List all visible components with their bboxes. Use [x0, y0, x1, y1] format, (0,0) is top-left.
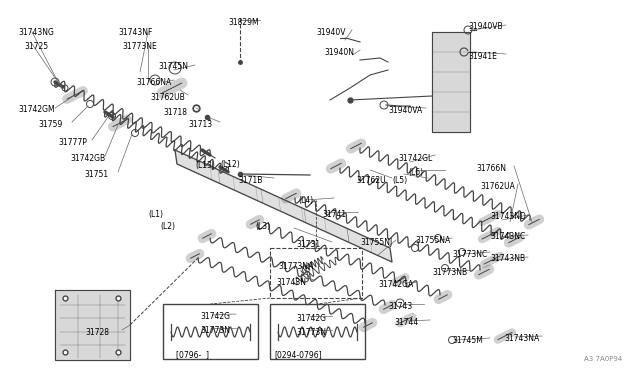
Text: 31773N: 31773N: [296, 328, 326, 337]
Text: 31829M: 31829M: [228, 18, 259, 27]
Text: 31940VB: 31940VB: [468, 22, 502, 31]
Text: 31762U: 31762U: [356, 176, 386, 185]
Text: 31941E: 31941E: [468, 52, 497, 61]
Text: 31745N: 31745N: [158, 62, 188, 71]
Text: 31742GB: 31742GB: [70, 154, 105, 163]
Text: 31755NA: 31755NA: [415, 236, 451, 245]
Text: 31742GM: 31742GM: [18, 105, 54, 114]
Text: 31742G: 31742G: [200, 312, 230, 321]
Bar: [270, 304, 365, 359]
Text: 31773NA: 31773NA: [278, 262, 313, 271]
Text: 31773NC: 31773NC: [452, 250, 487, 259]
Text: 31773NB: 31773NB: [432, 268, 467, 277]
Text: A3 7A0P94: A3 7A0P94: [584, 356, 622, 362]
Text: 31743N: 31743N: [276, 278, 306, 287]
Polygon shape: [175, 150, 392, 262]
Bar: [163, 304, 258, 359]
Text: (L5): (L5): [392, 176, 407, 185]
Text: 31744: 31744: [394, 318, 419, 327]
Text: (L1): (L1): [148, 210, 163, 219]
Text: [0294-0796]: [0294-0796]: [274, 350, 322, 359]
Text: (L12): (L12): [220, 160, 240, 169]
Text: 31742GL: 31742GL: [398, 154, 432, 163]
Text: (L3): (L3): [255, 222, 270, 231]
Text: 31742GA: 31742GA: [378, 280, 413, 289]
Text: 31751: 31751: [84, 170, 108, 179]
Text: 31759: 31759: [38, 120, 62, 129]
Polygon shape: [432, 32, 470, 132]
Text: 31743NF: 31743NF: [118, 28, 152, 37]
Text: (L2): (L2): [160, 222, 175, 231]
Text: 31762UB: 31762UB: [150, 93, 185, 102]
Text: 31741: 31741: [322, 210, 346, 219]
Text: 3171B: 3171B: [238, 176, 262, 185]
Text: 31743NG: 31743NG: [18, 28, 54, 37]
Text: 31940VA: 31940VA: [388, 106, 422, 115]
Text: 31728: 31728: [85, 328, 109, 337]
Text: 31743NC: 31743NC: [490, 232, 525, 241]
Text: 31743NB: 31743NB: [490, 254, 525, 263]
Text: 31762UA: 31762UA: [480, 182, 515, 191]
Text: 31731: 31731: [296, 240, 320, 249]
Text: 31745M: 31745M: [452, 336, 483, 345]
Text: 31743ND: 31743ND: [490, 212, 526, 221]
Text: 31755NJ: 31755NJ: [360, 238, 392, 247]
Text: [0796-  ]: [0796- ]: [176, 350, 209, 359]
Text: (L4): (L4): [298, 196, 313, 205]
Text: 31743NA: 31743NA: [504, 334, 540, 343]
Text: 31766N: 31766N: [476, 164, 506, 173]
Text: (L13): (L13): [195, 161, 215, 170]
Text: 31766NA: 31766NA: [136, 78, 172, 87]
Text: 31725: 31725: [24, 42, 48, 51]
Text: 31777P: 31777P: [58, 138, 87, 147]
Bar: [270, 248, 362, 298]
Text: 31742G: 31742G: [296, 314, 326, 323]
Text: 31773N: 31773N: [200, 326, 230, 335]
Text: 31773NE: 31773NE: [122, 42, 157, 51]
Text: 31713: 31713: [188, 120, 212, 129]
Text: (L6): (L6): [408, 168, 423, 177]
Text: 31940V: 31940V: [316, 28, 346, 37]
Text: 31743: 31743: [388, 302, 412, 311]
Polygon shape: [55, 290, 130, 360]
Text: 31718: 31718: [163, 108, 187, 117]
Text: 31940N: 31940N: [324, 48, 354, 57]
